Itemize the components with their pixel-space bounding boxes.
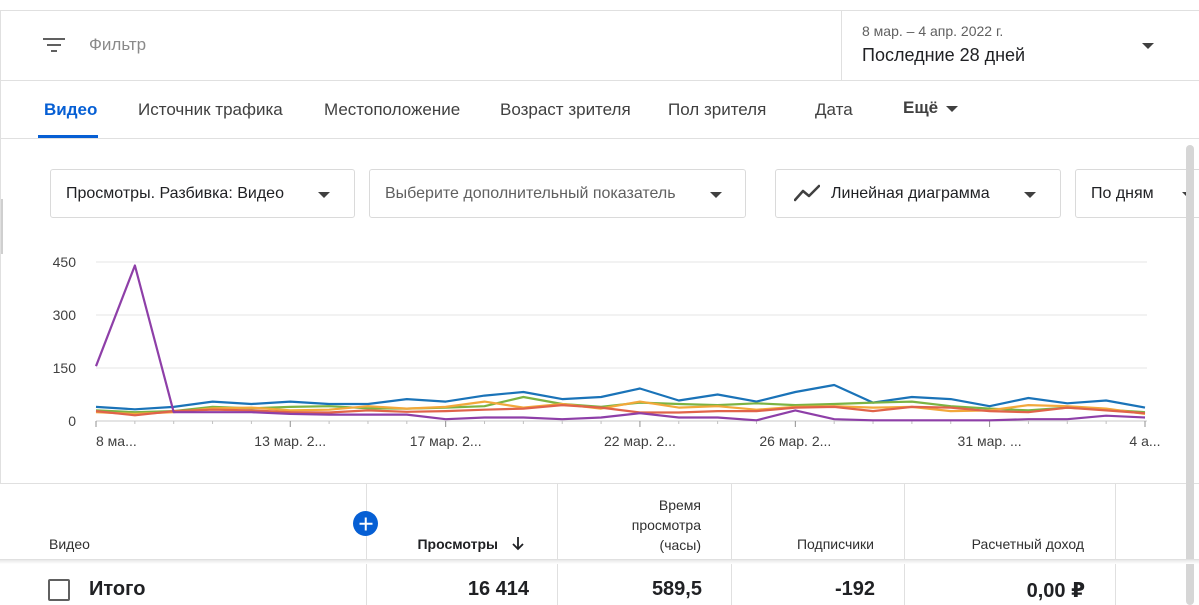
y-tick-label: 150 (53, 360, 77, 376)
chevron-down-icon (1142, 43, 1154, 49)
x-tick-label: 13 мар. 2... (254, 433, 326, 449)
date-period-text: Последние 28 дней (862, 45, 1026, 65)
chevron-down-icon (946, 105, 959, 112)
granularity-dropdown[interactable]: По дням (1075, 169, 1199, 218)
report-tabs: Видео Источник трафика Местоположение Во… (0, 81, 1199, 139)
tab-viewer-age[interactable]: Возраст зрителя (500, 100, 631, 119)
date-range-text: 8 мар. – 4 апр. 2022 г. (862, 23, 1004, 39)
column-divider (557, 484, 558, 605)
scrollbar[interactable] (1186, 145, 1194, 605)
column-header-views[interactable]: Просмотры (417, 536, 498, 552)
series-line-3 (95, 400, 1146, 415)
metric-dropdown-label: Просмотры. Разбивка: Видео (66, 185, 284, 202)
header-shadow (0, 560, 1199, 564)
x-tick-label: 26 мар. 2... (759, 433, 831, 449)
total-subscribers: -192 (834, 578, 875, 600)
add-column-button[interactable] (353, 511, 378, 536)
x-tick-label: 22 мар. 2... (604, 433, 676, 449)
filter-icon[interactable] (43, 37, 65, 53)
date-range-picker[interactable]: 8 мар. – 4 апр. 2022 г. Последние 28 дне… (841, 11, 1199, 81)
series-line-1 (95, 383, 1146, 411)
chevron-down-icon (1024, 192, 1036, 198)
line-chart-icon (794, 184, 820, 202)
chart-type-dropdown-label: Линейная диаграмма (831, 185, 990, 202)
column-header-watch-time[interactable]: Время просмотра (часы) (580, 495, 701, 555)
watch-time-line-2: просмотра (631, 517, 701, 533)
panel-edge-marker (1, 199, 3, 254)
extra-metric-dropdown[interactable]: Выберите дополнительный показатель (369, 169, 746, 218)
tab-date[interactable]: Дата (815, 100, 853, 119)
total-revenue: 0,00 ₽ (1026, 580, 1085, 602)
table-header (0, 484, 1199, 560)
column-header-video: Видео (49, 536, 90, 552)
series-line-4 (95, 404, 1146, 417)
chevron-down-icon (710, 192, 722, 198)
column-header-revenue[interactable]: Расчетный доход (971, 536, 1084, 552)
chart-type-dropdown[interactable]: Линейная диаграмма (775, 169, 1061, 218)
granularity-dropdown-label: По дням (1091, 185, 1154, 202)
filter-bar: Фильтр 8 мар. – 4 апр. 2022 г. Последние… (0, 11, 1199, 81)
series-line-5 (94, 264, 1146, 422)
tab-video[interactable]: Видео (44, 100, 98, 119)
tab-traffic-source[interactable]: Источник трафика (138, 100, 283, 119)
chart-panel: Просмотры. Разбивка: Видео Выберите допо… (0, 139, 1199, 484)
views-line-chart: 450 300 150 0 8 ма... 13 мар. 2... 17 мар. 2..… (53, 254, 1161, 449)
x-tick-label: 17 мар. 2... (410, 433, 482, 449)
tab-viewer-gender[interactable]: Пол зрителя (668, 100, 767, 119)
y-tick-label: 0 (68, 413, 76, 429)
tab-more-label: Ещё (903, 98, 939, 117)
total-label: Итого (89, 578, 146, 600)
tab-active-indicator (38, 135, 98, 138)
tab-more[interactable]: Ещё (903, 98, 959, 118)
watch-time-line-3: (часы) (659, 537, 701, 553)
y-tick-label: 300 (53, 307, 77, 323)
chevron-down-icon (318, 192, 330, 198)
sort-arrow-down-icon[interactable] (510, 535, 526, 551)
tab-geography[interactable]: Местоположение (324, 100, 461, 119)
column-divider (904, 484, 905, 605)
x-tick-label: 4 а... (1129, 433, 1160, 449)
watch-time-line-1: Время (658, 497, 701, 513)
total-watch-time: 589,5 (651, 578, 702, 600)
filter-input[interactable]: Фильтр (89, 35, 147, 54)
extra-metric-dropdown-label: Выберите дополнительный показатель (385, 185, 676, 202)
x-tick-label: 31 мар. ... (958, 433, 1022, 449)
column-divider (1115, 484, 1116, 605)
total-views: 16 414 (467, 578, 529, 600)
total-row-checkbox[interactable] (48, 579, 70, 601)
x-tick-label: 8 ма... (96, 433, 137, 449)
column-header-subscribers[interactable]: Подписчики (796, 536, 874, 552)
top-edge (0, 10, 1199, 11)
column-divider (366, 484, 367, 605)
metric-dropdown[interactable]: Просмотры. Разбивка: Видео (50, 169, 355, 218)
column-divider (731, 484, 732, 605)
y-tick-label: 450 (53, 254, 77, 270)
